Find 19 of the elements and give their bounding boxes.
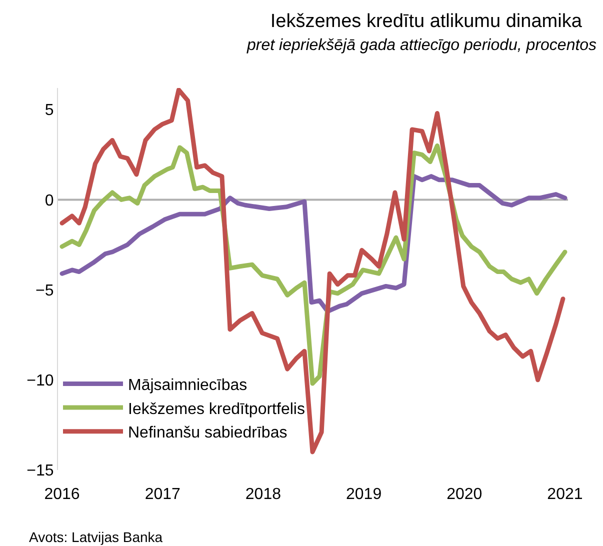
y-tick-label: 0	[44, 192, 54, 210]
y-tick-label: 5	[44, 102, 54, 120]
x-tick-label: 2019	[346, 486, 382, 503]
x-tick-label: 2017	[144, 486, 181, 503]
text: Avots: Latvijas Banka	[29, 529, 163, 545]
y-tick-label: −5	[36, 282, 54, 300]
x-tick-label: 2021	[547, 486, 583, 503]
chart-title: Iekšzemes kredītu atlikumu dinamika	[270, 10, 582, 32]
line-series	[60, 174, 568, 314]
y-tick-label: −15	[26, 462, 54, 480]
y-tick-label: −10	[26, 372, 54, 390]
line-series	[60, 88, 566, 454]
x-tick-label: 2018	[245, 486, 282, 503]
legend-label: Iekšzemes kredītportfelis	[128, 400, 305, 418]
legend-label: Nefinanšu sabiedrības	[128, 424, 288, 442]
legend-label: Mājsaimniecības	[128, 377, 248, 394]
x-tick-label: 2020	[446, 486, 482, 503]
x-tick-label: 2016	[44, 486, 80, 503]
chart-subtitle: pret iepriekšējā gada attiecīgo periodu, procentos	[246, 37, 597, 54]
